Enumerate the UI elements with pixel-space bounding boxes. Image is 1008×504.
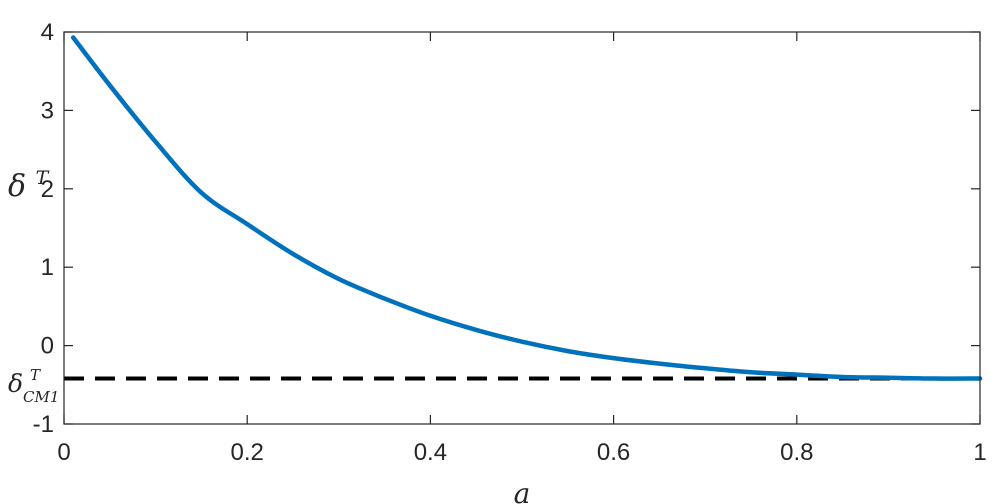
- series-line: [70, 35, 983, 381]
- plot-area: [64, 32, 980, 424]
- plot-frame: [63, 31, 981, 425]
- series-layer: [64, 35, 983, 381]
- y-tick-label: -1: [33, 411, 54, 438]
- y-tick-label: 2: [41, 176, 54, 203]
- y-tick-label: 1: [41, 254, 54, 281]
- reference-line-label-sub: CM1: [23, 388, 59, 406]
- x-tick-label: 0.4: [414, 439, 447, 466]
- x-axis-title: a: [514, 477, 531, 504]
- x-tick-label: 0.8: [780, 439, 813, 466]
- x-tick-label: 0.2: [231, 439, 264, 466]
- y-tick-label: 3: [41, 97, 54, 124]
- x-tick-label: 0.6: [597, 439, 630, 466]
- x-tick-label: 0: [57, 439, 70, 466]
- reference-line-label-sup: T: [30, 366, 41, 384]
- y-axis-title: δ T: [8, 167, 50, 204]
- y-tick-label: 0: [41, 333, 54, 360]
- y-axis-title-sup: T: [36, 167, 50, 189]
- reference-line-label: δ T CM1: [8, 357, 59, 406]
- reference-line-label-base: δ: [8, 369, 23, 398]
- y-tick-label: 4: [41, 19, 54, 46]
- x-tick-label: 1: [973, 439, 986, 466]
- y-axis-title-base: δ: [8, 169, 26, 204]
